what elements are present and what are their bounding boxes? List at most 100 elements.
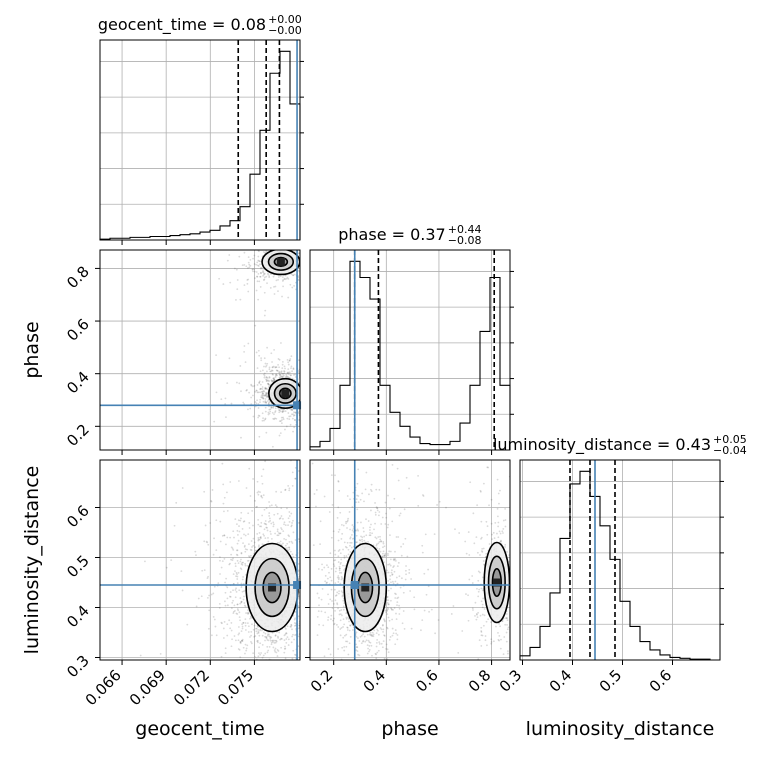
- sample-point: [276, 369, 279, 372]
- sample-point: [272, 405, 275, 408]
- sample-point: [254, 635, 257, 637]
- sample-point: [312, 515, 314, 517]
- sample-point: [238, 611, 241, 614]
- sample-point: [314, 265, 316, 267]
- sample-point: [357, 653, 360, 656]
- sample-point: [286, 546, 288, 549]
- sample-point: [285, 277, 288, 280]
- sample-point: [246, 389, 248, 391]
- sample-point: [270, 636, 273, 639]
- sample-point: [386, 569, 388, 572]
- sample-point: [260, 394, 263, 397]
- sample-point: [245, 487, 248, 489]
- sample-point: [363, 535, 366, 538]
- sample-point: [238, 525, 240, 527]
- sample-point: [339, 552, 342, 555]
- sample-point: [291, 377, 294, 380]
- sample-point: [386, 596, 389, 598]
- sample-point: [235, 590, 238, 593]
- sample-point: [318, 604, 320, 607]
- sample-point: [274, 248, 276, 250]
- sample-point: [207, 543, 210, 546]
- sample-point: [259, 388, 262, 390]
- sample-point: [268, 645, 271, 648]
- sample-point: [256, 667, 258, 669]
- sample-point: [237, 562, 240, 565]
- sample-point: [480, 626, 483, 629]
- sample-point: [481, 603, 484, 606]
- sample-point: [304, 599, 306, 601]
- sample-point: [389, 534, 391, 537]
- sample-point: [282, 375, 284, 378]
- sample-point: [279, 540, 282, 543]
- sample-point: [321, 403, 323, 405]
- sample-point: [445, 506, 447, 509]
- sample-point: [309, 235, 311, 237]
- sample-point: [476, 551, 479, 554]
- sample-point: [492, 531, 495, 534]
- sample-point: [506, 650, 509, 652]
- sample-point: [326, 532, 328, 534]
- sample-point: [237, 626, 240, 628]
- sample-point: [259, 642, 262, 645]
- sample-point: [373, 629, 376, 632]
- sample-point: [369, 641, 372, 644]
- sample-point: [398, 607, 401, 610]
- sample-point: [301, 285, 303, 287]
- sample-point: [297, 269, 300, 272]
- sample-point: [311, 540, 313, 542]
- sample-point: [261, 390, 264, 393]
- sample-point: [304, 574, 306, 576]
- panel-phase-hist: [309, 249, 511, 451]
- sample-point: [257, 259, 260, 262]
- sample-point: [364, 488, 367, 491]
- sample-point: [329, 552, 332, 555]
- sample-point: [313, 509, 315, 511]
- sample-point: [252, 537, 255, 540]
- sample-point: [264, 400, 267, 403]
- sample-point: [311, 571, 313, 573]
- sample-point: [287, 638, 290, 641]
- sample-point: [272, 417, 275, 420]
- sample-point: [330, 474, 333, 477]
- sample-point: [294, 539, 297, 541]
- sample-point: [319, 543, 321, 546]
- sample-point: [305, 272, 307, 274]
- sample-point: [307, 383, 309, 385]
- sample-point: [381, 624, 384, 627]
- sample-point: [477, 570, 480, 573]
- sample-point: [238, 245, 240, 247]
- sample-point: [358, 640, 361, 642]
- sample-point: [228, 619, 231, 622]
- sample-point: [252, 415, 255, 418]
- sample-point: [259, 491, 261, 494]
- sample-point: [305, 494, 307, 496]
- sample-point: [351, 661, 353, 663]
- sample-point: [476, 613, 478, 616]
- sample-point: [237, 609, 240, 612]
- sample-point: [324, 574, 327, 577]
- sample-point: [273, 349, 276, 351]
- sample-point: [255, 271, 258, 273]
- sample-point: [250, 616, 252, 619]
- sample-point: [324, 516, 326, 518]
- sample-point: [290, 445, 292, 447]
- sample-point: [327, 616, 330, 619]
- truth-marker: [293, 401, 302, 410]
- sample-point: [288, 418, 291, 420]
- sample-point: [370, 644, 373, 647]
- sample-point: [269, 636, 272, 638]
- sample-point: [261, 396, 264, 399]
- sample-point: [255, 627, 257, 630]
- sample-point: [239, 642, 242, 645]
- sample-point: [401, 622, 404, 625]
- sample-point: [266, 526, 268, 529]
- sample-point: [278, 371, 281, 374]
- sample-point: [320, 384, 322, 386]
- sample-point: [311, 396, 313, 398]
- sample-point: [299, 676, 301, 678]
- sample-point: [360, 642, 363, 645]
- sample-point: [286, 542, 289, 545]
- sample-point: [516, 615, 518, 617]
